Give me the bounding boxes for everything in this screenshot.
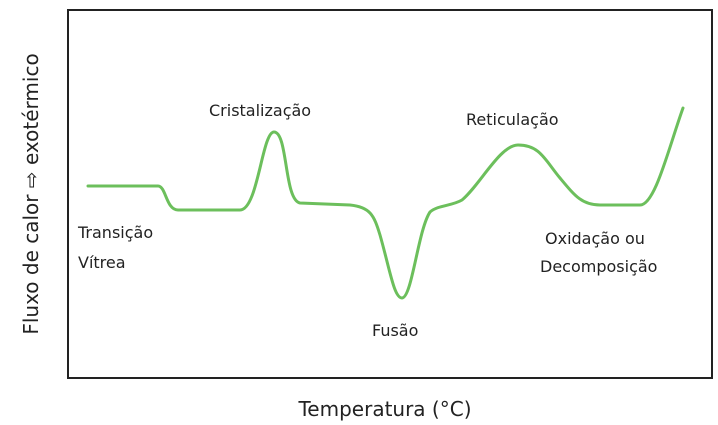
plot-frame — [67, 9, 713, 379]
annotation: Transição — [77, 223, 153, 242]
annotation: Reticulação — [466, 110, 559, 129]
x-axis-label: Temperatura (°C) — [297, 397, 471, 421]
annotation: Vítrea — [78, 253, 126, 272]
annotation: Decomposição — [540, 257, 657, 276]
y-axis-label: Fluxo de calor ⇨ exotérmico — [19, 53, 43, 334]
annotation: Oxidação ou — [545, 229, 645, 248]
dsc-curve — [86, 106, 685, 300]
annotation: Cristalização — [209, 101, 311, 120]
annotation: Fusão — [372, 321, 418, 340]
